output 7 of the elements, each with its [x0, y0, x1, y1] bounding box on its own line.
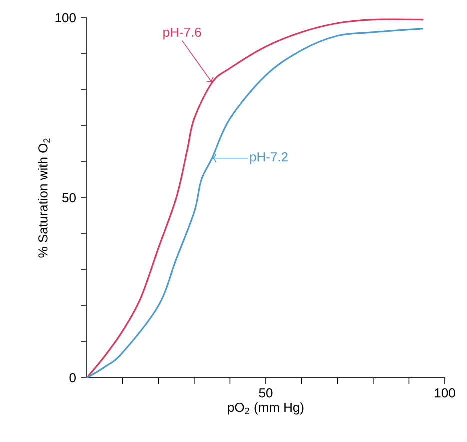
- y-tick-label: 100: [56, 13, 76, 23]
- annotation: pH-7.2: [250, 152, 288, 164]
- y-tick-label: 0: [70, 373, 76, 383]
- y-tick-label: 50: [62, 193, 76, 203]
- annotation: pH-7.6: [164, 28, 202, 40]
- x-axis-title: pO$_{2}$ (mm Hg): [228, 402, 304, 415]
- y-axis-title: % Saturation with O$_{2}$: [38, 138, 50, 258]
